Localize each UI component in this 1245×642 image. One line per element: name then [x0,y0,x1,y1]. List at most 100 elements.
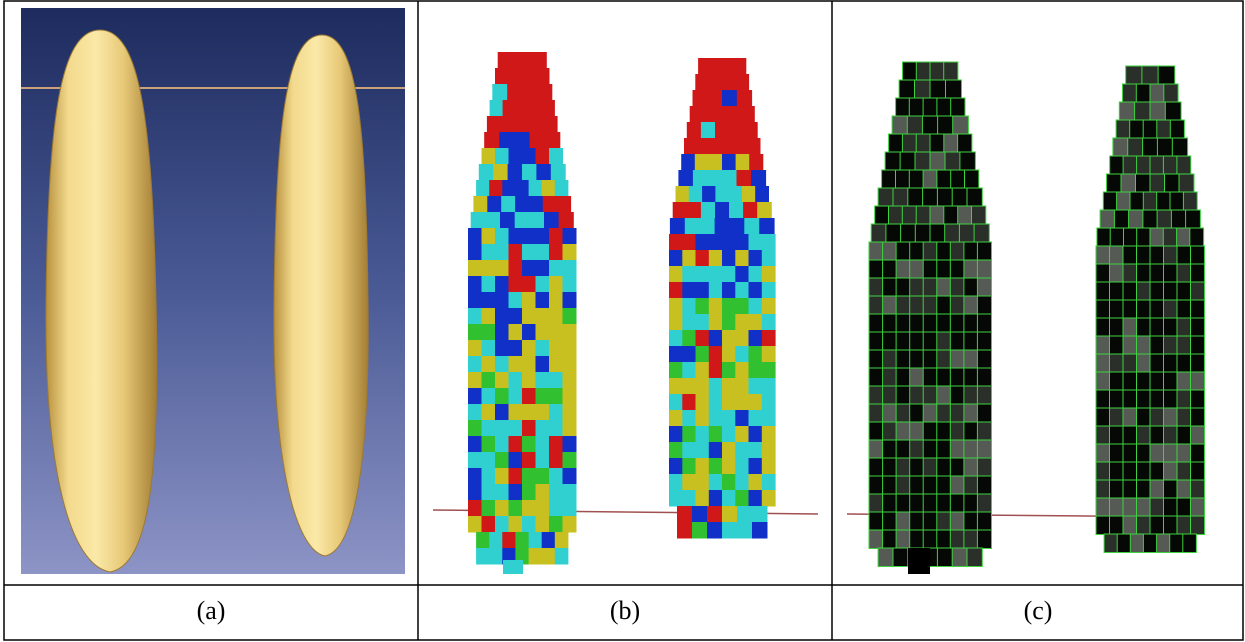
voxel [749,458,763,475]
voxel [495,436,509,453]
voxel [1164,300,1178,319]
voxel [743,202,758,219]
voxel [869,314,883,333]
voxel [696,362,710,379]
voxel [1191,336,1205,355]
voxel [977,350,991,369]
voxel [977,242,991,261]
voxel [537,84,552,101]
voxel [735,74,749,91]
voxel [869,332,883,351]
voxel [696,298,710,315]
voxel [749,474,763,491]
voxel [549,420,563,437]
voxel [915,224,930,243]
voxel [1150,516,1164,535]
voxel [709,234,723,251]
voxel [509,340,523,357]
voxel [468,404,482,421]
voxel [964,458,978,477]
voxel [707,90,722,107]
voxel [937,314,951,333]
voxel [883,458,897,477]
voxel [515,196,529,213]
voxel [735,250,749,267]
voxel [482,468,496,485]
voxel [509,420,523,437]
voxel [714,138,730,155]
voxel [715,186,729,203]
voxel [684,138,700,155]
voxel [735,314,749,331]
voxel [1191,246,1205,265]
voxel [542,532,556,549]
voxel [743,122,758,139]
voxel [1107,174,1122,193]
voxel [762,346,776,363]
voxel [910,512,924,531]
voxel [1164,336,1178,355]
voxel [937,242,951,261]
voxel [1096,390,1110,409]
voxel [1172,138,1187,157]
voxel [682,282,696,299]
voxel [722,346,736,363]
voxel [709,346,723,363]
voxel [682,490,696,507]
voxel [468,356,482,373]
voxel [549,276,563,293]
voxel [883,278,897,297]
voxel [937,476,951,495]
voxel [490,100,504,117]
voxel [1150,264,1164,283]
voxel [883,350,897,369]
voxel [1137,228,1151,247]
voxel [522,260,536,277]
voxel [522,356,536,373]
voxel [1177,426,1191,445]
voxel [1137,408,1151,427]
voxel [703,106,716,123]
voxel [883,404,897,423]
voxel [1123,246,1137,265]
voxel [722,522,738,539]
voxel [1150,372,1164,391]
voxel [869,260,883,279]
voxel [507,84,522,101]
voxel [1126,66,1143,85]
voxel [910,476,924,495]
voxel [896,98,910,117]
voxel [493,164,508,181]
voxel [1137,156,1151,175]
voxel [669,298,683,315]
voxel [722,410,736,427]
voxel [1177,246,1191,265]
voxel [709,410,723,427]
voxel [722,474,736,491]
voxel [737,170,752,187]
voxel [1114,210,1129,229]
voxel [1103,192,1117,211]
voxel [910,242,924,261]
voxel [509,260,523,277]
voxel [964,512,978,531]
voxel [1191,390,1205,409]
voxel [923,494,937,513]
voxel [692,506,708,523]
voxel [495,340,509,357]
voxel [923,242,937,261]
voxel [762,410,776,427]
voxel [923,476,937,495]
panel-a-image [21,8,405,574]
voxel [749,394,763,411]
voxel [950,260,964,279]
voxel [960,152,976,171]
voxel [468,420,482,437]
voxel [1123,444,1137,463]
voxel [495,260,509,277]
voxel [676,186,690,203]
voxel [536,436,550,453]
voxel [563,308,577,325]
voxel [682,250,696,267]
voxel [709,426,723,443]
